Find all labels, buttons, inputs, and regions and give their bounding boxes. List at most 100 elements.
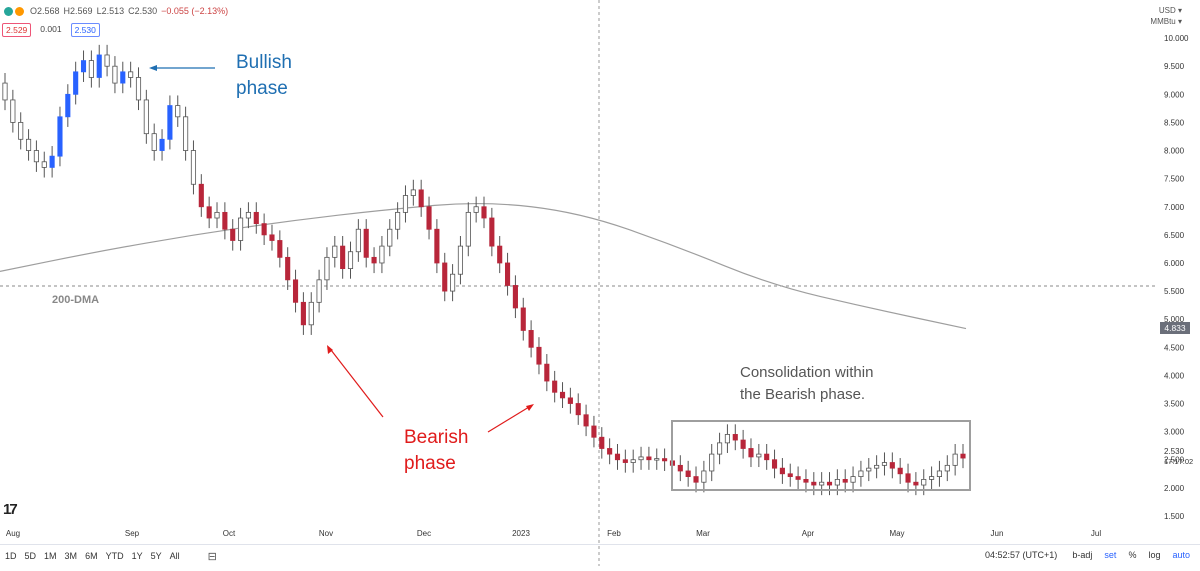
annotation-consolidation-line2: the Bearish phase.: [740, 386, 866, 403]
candle-body: [905, 473, 911, 483]
percent-button[interactable]: %: [1128, 550, 1137, 560]
candle-body: [230, 228, 236, 241]
candle-body: [599, 436, 605, 449]
buy-button[interactable]: 2.530: [70, 23, 100, 37]
tradingview-logo-icon[interactable]: 17: [3, 501, 18, 518]
timeframe-1d[interactable]: 1D: [5, 551, 17, 561]
candle-body: [73, 71, 79, 95]
auto-button[interactable]: auto: [1172, 550, 1190, 560]
candle-body: [135, 77, 142, 101]
currency-selector[interactable]: USD ▾ MMBtu ▾: [1150, 5, 1182, 27]
candle-body: [717, 442, 723, 455]
timeframe-all[interactable]: All: [169, 551, 180, 561]
timeframe-3m[interactable]: 3M: [64, 551, 78, 561]
candle-body: [245, 211, 251, 219]
set-button[interactable]: set: [1104, 550, 1117, 560]
y-tick-label: 4.000: [1164, 371, 1185, 380]
x-tick-label: Dec: [417, 529, 431, 538]
status-dots-icon: [4, 6, 24, 16]
candle-body: [80, 60, 87, 73]
candle-body: [583, 414, 589, 427]
candle-body: [151, 133, 157, 151]
candle-body: [143, 99, 149, 135]
timeframe-1m[interactable]: 1M: [44, 551, 57, 561]
candle-body: [575, 403, 581, 416]
candle-body: [559, 391, 566, 399]
currency-label[interactable]: USD ▾: [1158, 6, 1182, 15]
candle-body: [779, 467, 785, 475]
candle-body: [842, 479, 848, 483]
timeframe-6m[interactable]: 6M: [85, 551, 98, 561]
annotation-consolidation: Consolidation within the Bearish phase.: [740, 362, 873, 406]
log-button[interactable]: log: [1148, 550, 1161, 560]
candle-body: [889, 462, 895, 469]
annotation-bearish: Bearish phase: [404, 425, 468, 477]
x-tick-label: Jul: [1091, 529, 1101, 538]
consolidation-box: [671, 420, 971, 491]
candle-body: [897, 467, 903, 475]
candle-body: [120, 71, 126, 84]
candle-body: [756, 453, 762, 458]
candle-body: [198, 183, 204, 208]
candle-body: [128, 71, 134, 78]
y-tick-label: 8.000: [1164, 147, 1185, 156]
candle-body: [748, 448, 754, 458]
candle-body: [450, 273, 456, 292]
candle-body: [497, 245, 503, 264]
annotation-dma: 200-DMA: [52, 294, 100, 306]
candle-body: [387, 228, 393, 247]
candle-body: [481, 206, 487, 219]
candle-body: [65, 93, 71, 118]
ohlc-close: C2.530: [128, 6, 158, 16]
y-tick-label: 6.000: [1164, 259, 1185, 268]
candle-body: [324, 256, 330, 281]
candle-body: [936, 470, 943, 477]
price-tag-current: 4.833: [1160, 322, 1190, 334]
candle-body: [49, 155, 55, 168]
candle-body: [269, 234, 275, 241]
candle-body: [693, 476, 699, 483]
timeframe-ytd[interactable]: YTD: [105, 551, 124, 561]
timeframe-1y[interactable]: 1Y: [131, 551, 143, 561]
timeframe-5d[interactable]: 5D: [24, 551, 37, 561]
y-tick-label: 2.000: [1164, 484, 1185, 493]
scale-options: b-adj set % log auto: [1072, 550, 1190, 560]
candle-body: [866, 467, 872, 472]
ohlc-legend: O2.568 H2.569 L2.513 C2.530 −0.055 (−2.1…: [4, 6, 228, 16]
timeframe-5y[interactable]: 5Y: [150, 551, 162, 561]
unit-label[interactable]: MMBtu ▾: [1150, 17, 1182, 26]
candle-body: [607, 448, 613, 455]
clock[interactable]: 04:52:57 (UTC+1): [985, 550, 1058, 560]
candle-body: [33, 150, 39, 163]
sell-button[interactable]: 2.529: [2, 23, 32, 37]
x-tick-label: Apr: [802, 529, 815, 538]
candle-body: [253, 211, 259, 225]
candle-body: [308, 301, 314, 326]
candle-body: [25, 138, 32, 151]
candle-body: [379, 245, 385, 264]
candle-body: [520, 307, 526, 331]
candle-body: [811, 481, 817, 486]
calendar-icon[interactable]: ⊟: [207, 550, 217, 563]
y-tick-label: 4.500: [1164, 343, 1185, 352]
candle-body: [614, 453, 621, 461]
candle-body: [214, 211, 220, 219]
candle-body: [654, 458, 660, 461]
candle-body: [858, 470, 864, 477]
candle-body: [952, 453, 958, 466]
ohlc-high: H2.569: [63, 6, 93, 16]
y-tick-label: 7.000: [1164, 203, 1185, 212]
candle-body: [300, 301, 306, 326]
candle-body: [206, 206, 212, 219]
candle-body: [18, 122, 24, 140]
svg-text:2.530: 2.530: [1164, 447, 1185, 456]
candle-body: [504, 262, 511, 286]
candle-body: [819, 481, 825, 486]
candle-body: [410, 189, 416, 196]
y-tick-label: 3.500: [1164, 400, 1185, 409]
candle-body: [159, 138, 165, 151]
candle-body: [544, 363, 550, 382]
candle-body: [57, 116, 63, 157]
badj-button[interactable]: b-adj: [1072, 550, 1093, 560]
